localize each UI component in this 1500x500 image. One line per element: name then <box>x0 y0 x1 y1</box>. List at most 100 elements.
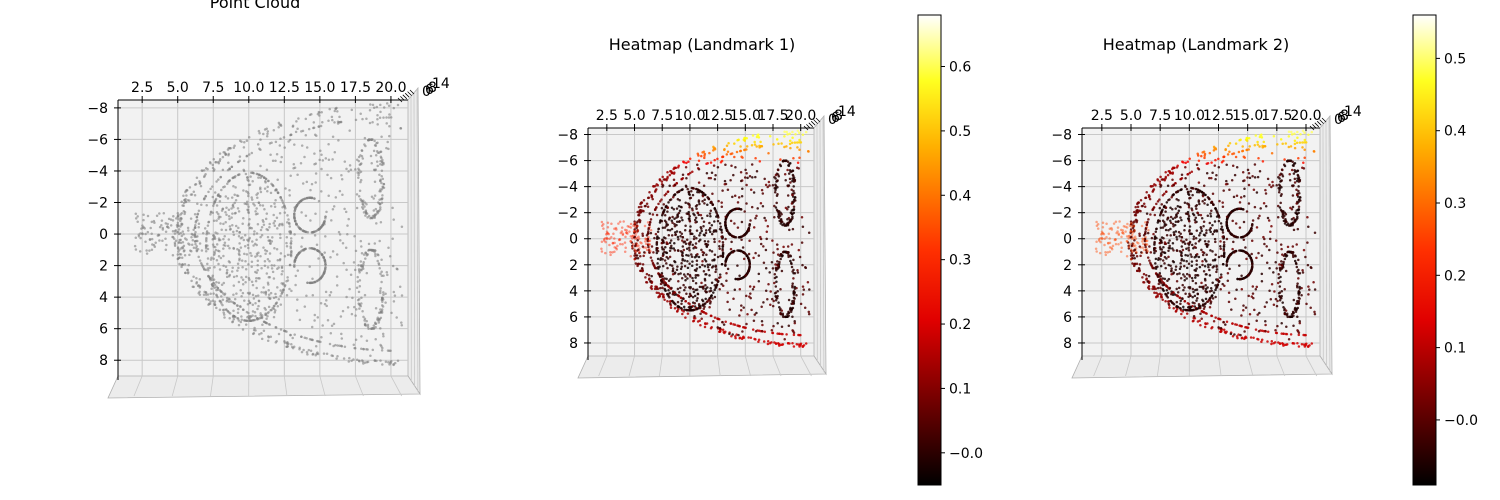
scatter-point <box>669 239 673 242</box>
scatter-point <box>321 274 325 277</box>
scatter-point <box>731 333 734 336</box>
scatter-point <box>275 216 279 219</box>
scatter-point <box>229 147 232 150</box>
scatter-point <box>759 140 762 144</box>
scatter-point <box>773 292 777 295</box>
scatter-point <box>323 302 327 306</box>
scatter-point <box>246 203 249 206</box>
scatter-point <box>1103 243 1106 247</box>
scatter-point <box>752 319 756 322</box>
scatter-point <box>692 187 695 190</box>
scatter-point <box>180 265 183 269</box>
scatter-point <box>184 200 187 203</box>
scatter-point <box>134 248 138 251</box>
scatter-point <box>773 191 777 194</box>
scatter-point <box>184 271 187 275</box>
scatter-point <box>785 145 788 148</box>
scatter-point <box>240 315 243 318</box>
scatter-point <box>225 275 229 279</box>
scatter-point <box>755 169 759 173</box>
scatter-point <box>779 257 782 261</box>
scatter-point <box>620 226 624 229</box>
scatter-point <box>378 173 381 176</box>
scatter-point <box>274 326 278 329</box>
scatter-point <box>1310 130 1314 134</box>
scatter-point <box>1165 289 1169 292</box>
scatter-point <box>255 286 258 290</box>
scatter-point <box>644 237 647 240</box>
scatter-point <box>718 240 721 243</box>
scatter-point <box>209 278 212 282</box>
scatter-point <box>1240 324 1243 328</box>
scatter-point <box>799 302 803 306</box>
scatter-point <box>648 251 651 254</box>
scatter-point <box>690 264 694 267</box>
scatter-point <box>760 319 764 323</box>
scatter-point <box>328 107 331 111</box>
z-tick <box>1312 124 1317 129</box>
scatter-point <box>375 222 378 225</box>
scatter-point <box>1178 272 1181 275</box>
scatter-point <box>718 222 722 225</box>
scatter-point <box>222 264 225 268</box>
scatter-point <box>225 206 228 210</box>
scatter-point <box>713 295 717 299</box>
y-tick-label: 2 <box>99 259 108 275</box>
scatter-point <box>766 298 769 301</box>
panel-heatmap-landmark-1: Heatmap (Landmark 1) 2.5 5.0 7.5 10.012.515… <box>557 14 983 486</box>
scatter-point <box>670 286 673 290</box>
scatter-point <box>374 322 377 325</box>
scatter-point <box>244 260 247 263</box>
scatter-point <box>211 238 214 241</box>
scatter-point <box>1201 263 1204 267</box>
scatter-point <box>702 233 706 237</box>
grid-line-floor <box>772 355 782 377</box>
scatter-point <box>292 163 296 166</box>
scatter-point <box>225 296 229 300</box>
scatter-point <box>645 248 649 252</box>
scatter-point <box>269 191 273 195</box>
scatter-point <box>379 103 382 107</box>
scatter-point <box>198 277 202 281</box>
scatter-point <box>1161 298 1164 301</box>
scatter-point <box>604 232 608 236</box>
scatter-point <box>631 244 634 248</box>
scatter-point <box>774 173 778 177</box>
scatter-point <box>392 290 396 294</box>
scatter-point <box>376 123 379 126</box>
scatter-point <box>244 275 248 279</box>
scatter-point <box>786 194 790 197</box>
scatter-point <box>1175 300 1179 304</box>
scatter-point <box>289 237 293 240</box>
scatter-point <box>1133 235 1137 239</box>
scatter-point <box>683 264 687 268</box>
scatter-point <box>679 205 683 209</box>
scatter-point <box>282 201 285 205</box>
scatter-point <box>702 287 705 290</box>
scatter-point <box>268 239 272 243</box>
scatter-point <box>158 239 161 242</box>
scatter-point <box>248 183 252 186</box>
scatter-point <box>274 295 278 299</box>
scatter-point <box>286 214 289 217</box>
scatter-point <box>704 231 708 235</box>
grid-line-floor <box>171 375 179 397</box>
scatter-point <box>1186 160 1190 163</box>
scatter-point <box>621 233 625 237</box>
scatter-point <box>719 254 722 258</box>
scatter-point <box>376 141 379 144</box>
scatter-point <box>702 310 705 314</box>
scatter-point <box>736 264 739 267</box>
scatter-point <box>664 289 667 293</box>
scatter-point <box>786 245 790 248</box>
grid-line-floor <box>1305 355 1318 377</box>
scatter-point <box>300 198 304 202</box>
scatter-point <box>219 222 222 225</box>
scatter-point <box>1241 149 1244 153</box>
scatter-point <box>250 151 254 155</box>
scatter-point <box>360 265 363 268</box>
scatter-point <box>1145 251 1148 254</box>
scatter-point <box>1199 231 1202 235</box>
scatter-point <box>619 242 622 246</box>
scatter-point <box>780 255 784 258</box>
